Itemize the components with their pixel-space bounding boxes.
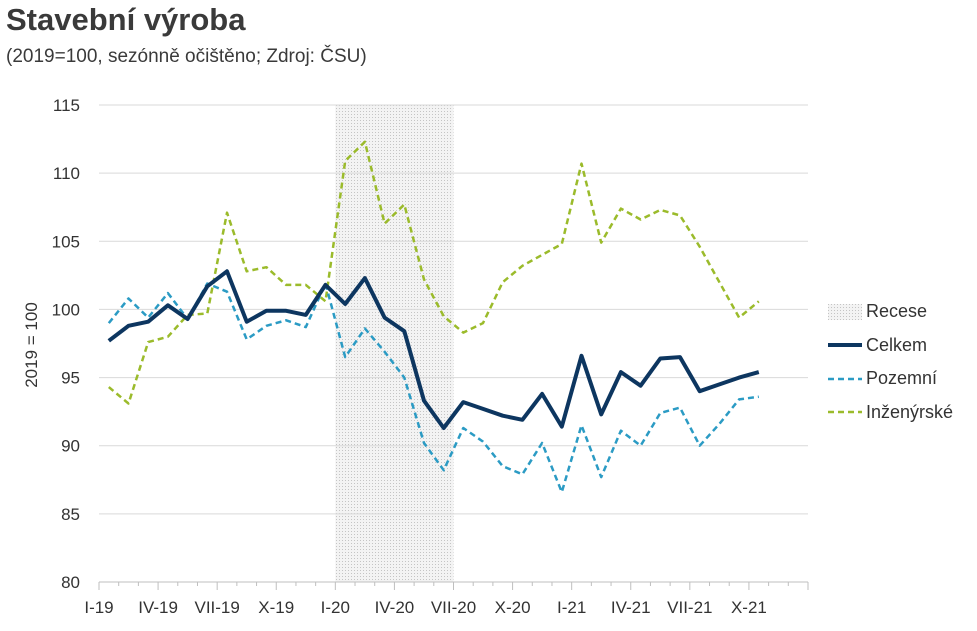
legend-label-recession: Recese	[866, 301, 928, 322]
legend-swatch-celkem	[828, 343, 862, 348]
y-tick-label: 110	[53, 164, 80, 183]
series-line-celkem	[107, 269, 760, 430]
y-tick-label: 80	[61, 573, 80, 592]
chart-subtitle: (2019=100, sezónně očištěno; Zdroj: ČSU)	[6, 46, 367, 67]
x-tick-label: VII-21	[667, 598, 712, 617]
legend-swatch-recession	[828, 303, 862, 320]
x-tick-label: IV-20	[375, 598, 415, 617]
x-tick-label: I-20	[321, 598, 350, 617]
series-line-pozemní	[107, 282, 759, 494]
legend-label-inzenyrske: Inženýrské	[866, 401, 954, 422]
legend-swatch-inzenyrske	[828, 411, 862, 414]
legend-swatch-pozemni	[828, 377, 862, 380]
y-tick-label: 115	[53, 96, 80, 115]
legend-label-pozemni: Pozemní	[866, 368, 938, 389]
legend-item-celkem: Celkem	[828, 329, 953, 363]
x-tick-label: IV-19	[138, 598, 178, 617]
y-tick-label: 105	[52, 232, 80, 251]
legend-item-pozemni: Pozemní	[828, 362, 953, 396]
y-tick-label: 85	[61, 505, 80, 524]
legend-label-celkem: Celkem	[866, 334, 928, 355]
legend-item-recession: Recese	[828, 295, 953, 329]
y-tick-label: 95	[61, 369, 80, 388]
chart-title: Stavební výroba	[6, 2, 246, 37]
x-tick-label: I-19	[84, 598, 113, 617]
x-tick-label: X-19	[258, 598, 294, 617]
x-tick-label: VII-20	[431, 598, 476, 617]
y-tick-label: 100	[52, 300, 80, 319]
x-tick-label: VII-19	[194, 598, 239, 617]
series-line-inženýrské	[108, 140, 760, 405]
x-tick-label: IV-21	[611, 598, 651, 617]
x-tick-label: X-21	[731, 598, 767, 617]
legend: Recese Celkem Pozemní Inženýrské	[828, 295, 953, 429]
y-axis-label: 2019 = 100	[22, 302, 41, 388]
y-tick-label: 90	[61, 437, 80, 456]
legend-item-inzenyrske: Inženýrské	[828, 396, 953, 430]
x-tick-label: I-21	[557, 598, 586, 617]
x-tick-label: X-20	[495, 598, 531, 617]
